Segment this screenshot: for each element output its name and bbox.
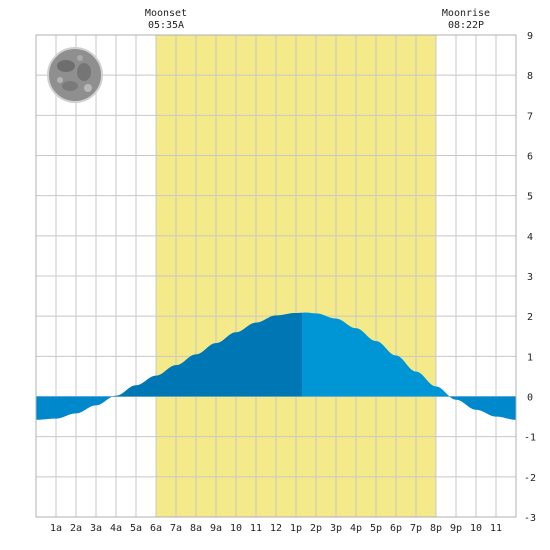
x-tick-label: 6p bbox=[390, 523, 402, 534]
y-tick-label: -3 bbox=[524, 513, 536, 524]
moonrise-label: Moonrise bbox=[442, 8, 490, 19]
y-tick-label: 7 bbox=[527, 111, 533, 122]
x-tick-label: 8a bbox=[190, 523, 202, 534]
tide-area-rising bbox=[36, 312, 302, 397]
y-tick-label: 6 bbox=[527, 152, 533, 163]
y-tick-label: 9 bbox=[527, 31, 533, 42]
plot-border bbox=[35, 34, 517, 518]
x-tick-label: 5p bbox=[370, 523, 382, 534]
y-tick-label: 0 bbox=[527, 393, 533, 404]
x-tick-label: 2a bbox=[70, 523, 82, 534]
tide-area-falling bbox=[302, 312, 516, 397]
x-tick-label: 11 bbox=[250, 523, 262, 534]
tide-area-negative bbox=[36, 396, 516, 420]
y-tick-label: 4 bbox=[527, 232, 533, 243]
x-tick-label: 2p bbox=[310, 523, 322, 534]
x-tick-label: 8p bbox=[430, 523, 442, 534]
x-tick-label: 11 bbox=[490, 523, 502, 534]
x-tick-label: 1p bbox=[290, 523, 302, 534]
moonset-label: Moonset bbox=[145, 8, 187, 19]
y-tick-label: 1 bbox=[527, 352, 533, 363]
x-tick-label: 5a bbox=[130, 523, 142, 534]
moonset-time: 05:35A bbox=[148, 20, 184, 31]
y-tick-label: 8 bbox=[527, 71, 533, 82]
x-tick-label: 10 bbox=[470, 523, 482, 534]
x-tick-label: 12 bbox=[270, 523, 282, 534]
x-tick-label: 9a bbox=[210, 523, 222, 534]
y-tick-label: -2 bbox=[524, 473, 536, 484]
x-tick-label: 3a bbox=[90, 523, 102, 534]
x-tick-label: 6a bbox=[150, 523, 162, 534]
x-tick-label: 3p bbox=[330, 523, 342, 534]
y-tick-label: -1 bbox=[524, 433, 536, 444]
x-tick-label: 7a bbox=[170, 523, 182, 534]
x-tick-label: 10 bbox=[230, 523, 242, 534]
full-moon-icon bbox=[47, 47, 103, 103]
x-tick-label: 7p bbox=[410, 523, 422, 534]
y-tick-label: 3 bbox=[527, 272, 533, 283]
x-tick-label: 4p bbox=[350, 523, 362, 534]
y-tick-label: 5 bbox=[527, 192, 533, 203]
x-tick-label: 4a bbox=[110, 523, 122, 534]
moonrise-time: 08:22P bbox=[448, 20, 484, 31]
x-tick-label: 1a bbox=[50, 523, 62, 534]
y-tick-label: 2 bbox=[527, 312, 533, 323]
x-tick-label: 9p bbox=[450, 523, 462, 534]
